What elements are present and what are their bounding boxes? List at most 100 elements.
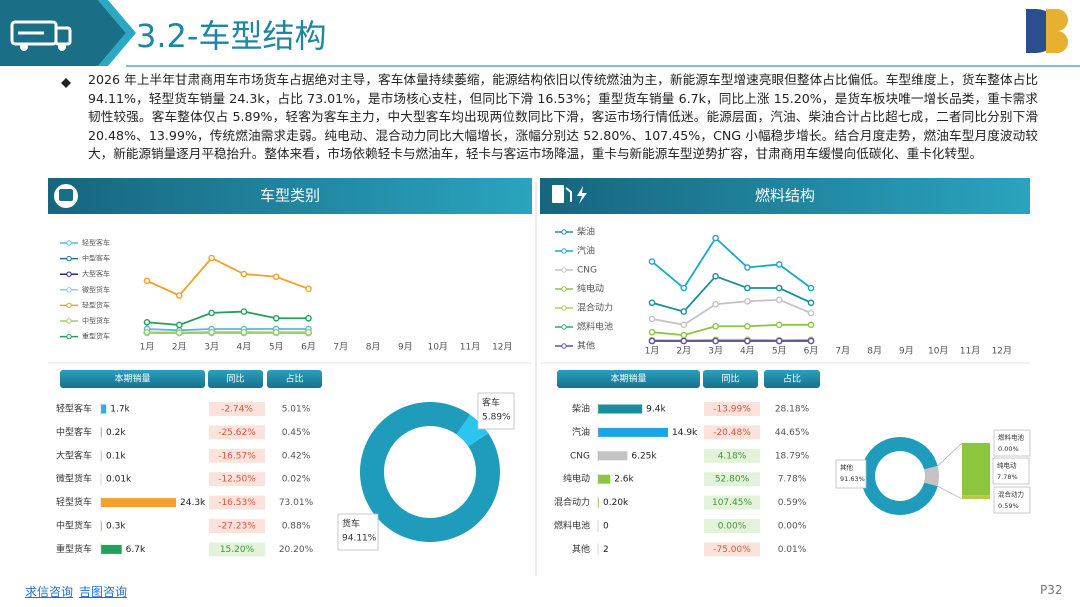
x-tick-label: 4月	[740, 346, 755, 357]
legend-marker	[66, 240, 72, 246]
slice-label: 货车	[342, 518, 360, 530]
connector	[937, 485, 963, 500]
share-value: 0.02%	[282, 475, 311, 485]
yoy-cell	[209, 472, 265, 487]
sales-label: 0.3k	[106, 522, 126, 532]
legend-label: 轻型货车	[82, 300, 110, 309]
x-tick-label: 10月	[427, 342, 447, 353]
data-point	[648, 258, 656, 265]
share-value: 0.00%	[778, 522, 807, 532]
share-value: 7.78%	[778, 475, 807, 485]
data-point	[175, 321, 183, 329]
sales-label: 6.7k	[126, 545, 146, 555]
sales-label: 0.1k	[106, 451, 126, 461]
sales-bar	[101, 498, 176, 508]
yoy-value: 15.20%	[220, 545, 255, 555]
column-header	[208, 370, 263, 388]
data-point	[143, 318, 151, 326]
share-value: 73.01%	[279, 498, 314, 508]
yoy-cell	[209, 519, 265, 533]
sales-bar	[598, 427, 668, 437]
legend-marker	[561, 267, 567, 273]
x-tick-label: 6月	[804, 346, 819, 357]
share-value: 44.65%	[775, 428, 810, 438]
yoy-cell	[209, 495, 265, 510]
footer-link[interactable]: 吉图咨询	[79, 585, 128, 599]
legend-marker	[66, 333, 72, 340]
yoy-cell	[704, 519, 760, 533]
share-value: 0.59%	[778, 498, 807, 508]
sales-bar	[598, 474, 611, 484]
callout-box	[835, 459, 867, 489]
legend-label: 柴油	[577, 226, 595, 238]
slice-value: 0.59%	[998, 502, 1019, 510]
data-point	[305, 314, 312, 322]
yoy-cell	[209, 402, 265, 416]
data-point	[807, 299, 815, 307]
series-line	[146, 256, 309, 297]
x-tick-label: 9月	[398, 342, 413, 353]
share-value: 0.01%	[778, 545, 807, 555]
legend-label: 汽油	[577, 245, 595, 257]
column-header-label: 本期销量	[114, 373, 150, 385]
yoy-cell	[209, 542, 265, 557]
x-tick-label: 2月	[172, 342, 187, 353]
legend-label: 大型客车	[82, 269, 110, 278]
legend-marker	[66, 318, 72, 324]
share-value: 28.18%	[775, 405, 810, 415]
share-value: 20.20%	[279, 545, 314, 555]
data-point	[775, 337, 783, 345]
data-point	[208, 328, 215, 336]
series-line	[146, 328, 309, 332]
data-point	[208, 309, 215, 317]
data-point	[775, 296, 783, 304]
legend-label: CNG	[577, 266, 597, 276]
data-point	[744, 297, 751, 305]
sales-bar	[598, 404, 643, 414]
data-point	[680, 284, 688, 292]
sales-bar	[101, 427, 102, 437]
data-point	[744, 337, 751, 345]
data-point	[240, 270, 248, 278]
x-tick-label: 8月	[366, 342, 381, 353]
row-label: 其他	[572, 543, 590, 555]
summary-text: 2026 年上半年甘肃商用车市场货车占据绝对主导，客车体量持续萎缩，能源结构依旧…	[88, 72, 1038, 162]
data-point	[305, 329, 312, 336]
sales-label: 0.01k	[106, 475, 132, 485]
data-point	[744, 264, 751, 271]
row-label: 中型客车	[56, 426, 92, 438]
x-tick-label: 11月	[460, 342, 480, 353]
yoy-cell	[704, 495, 760, 510]
footer-link[interactable]: 求信咨询	[25, 585, 74, 599]
data-point	[305, 285, 312, 293]
yoy-value: -2.74%	[221, 405, 253, 415]
row-label: 纯电动	[563, 473, 590, 485]
column-header	[60, 370, 205, 388]
legend-label: 其他	[577, 340, 595, 352]
bus-icon	[59, 189, 73, 201]
legend-label: 中型客车	[82, 254, 110, 263]
data-point	[712, 322, 719, 330]
data-point	[272, 314, 280, 322]
callout-box	[993, 429, 1031, 457]
x-tick-label: 12月	[492, 342, 512, 353]
x-tick-label: 10月	[928, 346, 948, 357]
x-tick-label: 4月	[237, 342, 252, 353]
x-tick-label: 7月	[333, 342, 348, 353]
slice-label: 客车	[482, 397, 500, 409]
sales-bar	[101, 544, 122, 554]
yoy-cell	[704, 448, 760, 463]
column-header-label: 同比	[721, 373, 739, 385]
yoy-value: -25.62%	[218, 428, 256, 438]
data-point	[775, 321, 783, 329]
bullet	[61, 78, 71, 88]
data-point	[143, 277, 151, 285]
yoy-value: -27.23%	[218, 522, 256, 532]
callout-box	[993, 486, 1031, 514]
legend-marker	[66, 271, 72, 277]
legend-marker	[561, 229, 567, 235]
data-point	[143, 329, 151, 336]
data-point	[807, 321, 815, 329]
legend-marker	[66, 287, 72, 293]
